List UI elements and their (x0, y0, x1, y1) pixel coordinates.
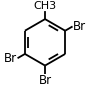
Text: CH3: CH3 (33, 1, 57, 11)
Text: Br: Br (73, 20, 86, 33)
Text: Br: Br (4, 52, 17, 65)
Text: Br: Br (39, 74, 52, 87)
